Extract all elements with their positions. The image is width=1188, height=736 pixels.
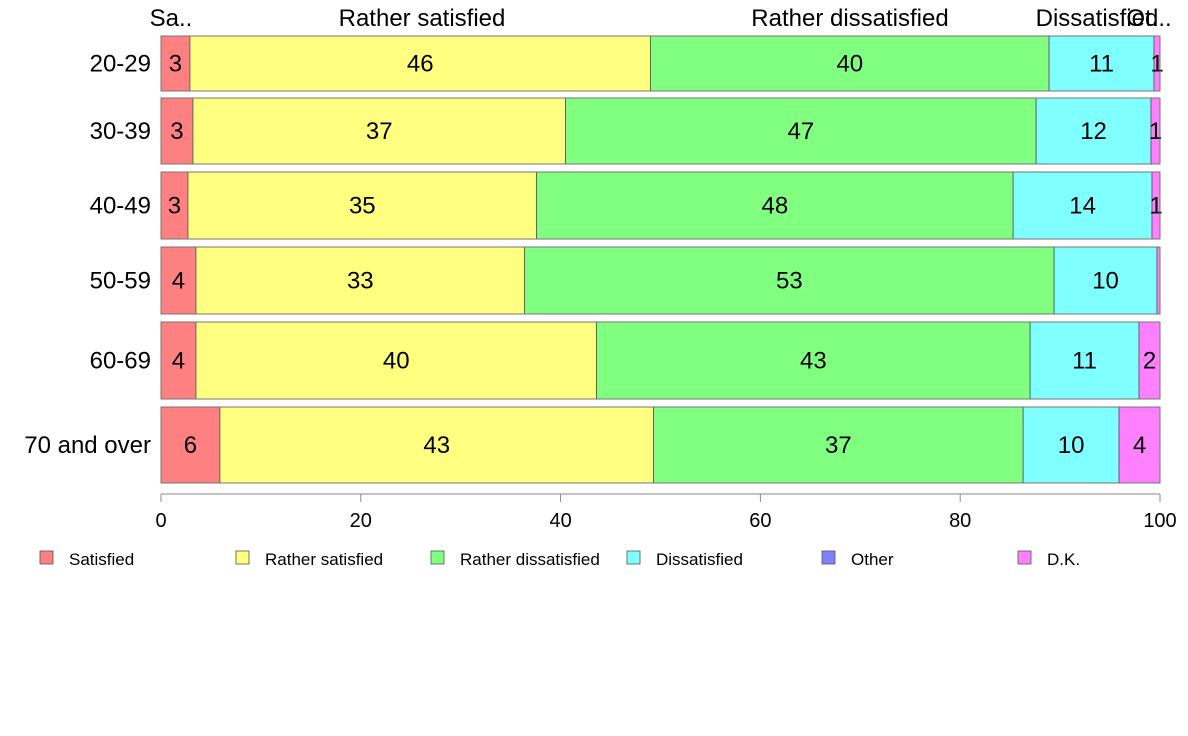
bar-outline-60-69 bbox=[160, 321, 1161, 400]
top-label-dissatisfied: Dissatisfied bbox=[1036, 5, 1159, 32]
top-label-rather-dissatisfied: Rather dissatisfied bbox=[751, 5, 948, 32]
x-tick-label-100: 100 bbox=[1143, 510, 1176, 532]
data-label-rather-satisfied-50-59: 33 bbox=[347, 268, 374, 295]
bar-segment-rather-satisfied-50-59 bbox=[195, 246, 526, 315]
bar-segment-dissatisfied-50-59 bbox=[1053, 246, 1158, 315]
data-label-dissatisfied-70-and-over: 10 bbox=[1058, 432, 1085, 459]
category-label-70-and-over: 70 and over bbox=[24, 432, 151, 459]
data-label-d-k-30-39: 1 bbox=[1149, 118, 1162, 145]
bar-segment-rather-dissatisfied-60-69 bbox=[596, 321, 1031, 400]
legend-swatch-satisfied bbox=[39, 550, 54, 565]
data-label-rather-satisfied-60-69: 40 bbox=[383, 348, 410, 375]
row-labels: 20-29 30-39 40-49 50-59 60-69 70 and over bbox=[24, 51, 151, 460]
top-label-rather-satisfied: Rather satisfied bbox=[339, 5, 506, 32]
category-label-30-39: 30-39 bbox=[90, 118, 151, 145]
x-tick-label-40: 40 bbox=[549, 510, 571, 532]
legend-item-other: Other bbox=[821, 550, 894, 569]
x-tick-label-20: 20 bbox=[350, 510, 372, 532]
bar-segment-rather-satisfied-60-69 bbox=[195, 321, 597, 400]
bar-segment-rather-dissatisfied-20-29 bbox=[650, 35, 1050, 92]
data-label-dissatisfied-40-49: 14 bbox=[1069, 193, 1096, 220]
data-label-rather-satisfied-30-39: 37 bbox=[366, 118, 393, 145]
legend-label-d-k: D.K. bbox=[1047, 550, 1080, 569]
bar-segment-rather-dissatisfied-40-49 bbox=[536, 171, 1014, 240]
data-label-dissatisfied-60-69: 11 bbox=[1072, 348, 1097, 375]
data-label-satisfied-40-49: 3 bbox=[168, 193, 181, 220]
legend-item-rather-dissatisfied: Rather dissatisfied bbox=[430, 550, 600, 569]
legend-label-rather-satisfied: Rather satisfied bbox=[265, 550, 383, 569]
x-tick-label-60: 60 bbox=[749, 510, 771, 532]
bar-segment-d-k-50-59 bbox=[1156, 246, 1161, 315]
bar-outline-20-29 bbox=[160, 35, 1161, 92]
data-label-satisfied-30-39: 3 bbox=[170, 118, 183, 145]
legend-swatch-rather-dissatisfied bbox=[430, 550, 445, 565]
legend-swatch-dissatisfied bbox=[626, 550, 641, 565]
bar-segment-satisfied-30-39 bbox=[160, 97, 194, 165]
legend-swatch-d-k bbox=[1017, 550, 1032, 565]
data-label-satisfied-20-29: 3 bbox=[169, 51, 182, 78]
legend-swatch-other bbox=[821, 550, 836, 565]
legend-item-satisfied: Satisfied bbox=[39, 550, 134, 569]
bar-segment-dissatisfied-30-39 bbox=[1035, 97, 1152, 165]
bar-segment-rather-satisfied-40-49 bbox=[187, 171, 538, 240]
data-label-dissatisfied-20-29: 11 bbox=[1089, 51, 1114, 78]
top-label-sa: Sa.. bbox=[150, 5, 193, 32]
bar-segment-rather-dissatisfied-50-59 bbox=[524, 246, 1055, 315]
data-label-satisfied-50-59: 4 bbox=[172, 268, 185, 295]
category-label-40-49: 40-49 bbox=[90, 193, 151, 220]
legend-label-dissatisfied: Dissatisfied bbox=[656, 550, 743, 569]
legend-item-dissatisfied: Dissatisfied bbox=[626, 550, 743, 569]
data-label-rather-satisfied-40-49: 35 bbox=[349, 193, 376, 220]
category-label-60-69: 60-69 bbox=[90, 348, 151, 375]
legend: Satisfied Rather satisfied Rather dissatis… bbox=[39, 550, 1080, 569]
legend-label-other: Other bbox=[851, 550, 894, 569]
legend-label-satisfied: Satisfied bbox=[69, 550, 134, 569]
bar-segment-rather-dissatisfied-70-and-over bbox=[653, 406, 1024, 484]
data-label-d-k-60-69: 2 bbox=[1143, 348, 1156, 375]
data-label-d-k-70-and-over: 4 bbox=[1133, 432, 1146, 459]
data-label-rather-dissatisfied-30-39: 47 bbox=[788, 118, 815, 145]
data-label-satisfied-70-and-over: 6 bbox=[184, 432, 197, 459]
top-category-labels: Sa.. Rather satisfied Rather dissatisfied D… bbox=[150, 5, 1172, 32]
x-tick-label-80: 80 bbox=[949, 510, 971, 532]
bar-outline-40-49 bbox=[160, 171, 1161, 240]
data-label-rather-dissatisfied-50-59: 53 bbox=[776, 268, 803, 295]
bar-segment-dissatisfied-40-49 bbox=[1012, 171, 1153, 240]
x-tick-label-0: 0 bbox=[155, 510, 166, 532]
legend-label-rather-dissatisfied: Rather dissatisfied bbox=[460, 550, 600, 569]
legend-item-d-k: D.K. bbox=[1017, 550, 1080, 569]
legend-swatch-rather-satisfied bbox=[235, 550, 250, 565]
data-label-rather-dissatisfied-40-49: 48 bbox=[762, 193, 789, 220]
bar-outline-30-39 bbox=[160, 97, 1161, 165]
bar-segment-rather-satisfied-30-39 bbox=[192, 97, 566, 165]
data-label-dissatisfied-30-39: 12 bbox=[1080, 118, 1107, 145]
legend-item-rather-satisfied: Rather satisfied bbox=[235, 550, 383, 569]
data-label-d-k-40-49: 1 bbox=[1149, 193, 1162, 220]
bar-segment-dissatisfied-60-69 bbox=[1029, 321, 1140, 400]
category-label-50-59: 50-59 bbox=[90, 268, 151, 295]
data-label-satisfied-60-69: 4 bbox=[172, 348, 185, 375]
bar-segment-satisfied-40-49 bbox=[160, 171, 189, 240]
bar-segment-dissatisfied-20-29 bbox=[1048, 35, 1155, 92]
data-label-rather-satisfied-70-and-over: 43 bbox=[423, 432, 450, 459]
bar-outline-70-and-over bbox=[160, 406, 1161, 484]
data-label-d-k-20-29: 1 bbox=[1150, 51, 1163, 78]
top-label-ot: Ot... bbox=[1126, 5, 1171, 32]
bar-segment-rather-dissatisfied-30-39 bbox=[565, 97, 1037, 165]
data-label-rather-dissatisfied-20-29: 40 bbox=[836, 51, 863, 78]
bars: 3 46 40 11 13 37 47 12 13 35 48 14 14 33 53 104 40 43 11 26… bbox=[160, 35, 1164, 484]
data-label-rather-dissatisfied-60-69: 43 bbox=[800, 348, 827, 375]
bar-segment-rather-satisfied-70-and-over bbox=[219, 406, 654, 484]
data-label-dissatisfied-50-59: 10 bbox=[1092, 268, 1119, 295]
bar-segment-satisfied-20-29 bbox=[160, 35, 191, 92]
data-label-rather-dissatisfied-70-and-over: 37 bbox=[825, 432, 852, 459]
x-axis: 0 20 40 60 80 100 bbox=[155, 493, 1177, 532]
category-label-20-29: 20-29 bbox=[90, 51, 151, 78]
bar-outline-50-59 bbox=[160, 246, 1161, 315]
data-label-rather-satisfied-20-29: 46 bbox=[407, 51, 434, 78]
